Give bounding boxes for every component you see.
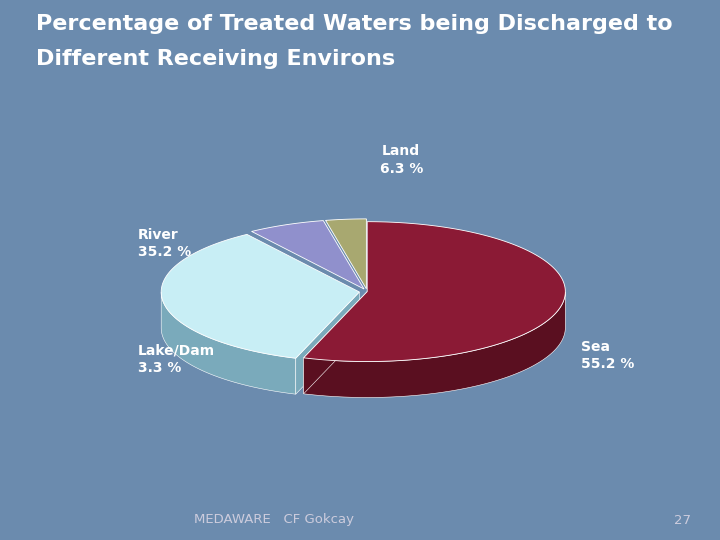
Polygon shape <box>304 292 565 397</box>
Text: 27: 27 <box>674 514 691 526</box>
Text: River
35.2 %: River 35.2 % <box>138 228 192 259</box>
Polygon shape <box>304 221 565 361</box>
Text: MEDAWARE   CF Gokcay: MEDAWARE CF Gokcay <box>194 514 354 526</box>
Text: Different Receiving Environs: Different Receiving Environs <box>36 49 395 69</box>
Polygon shape <box>161 234 359 358</box>
Text: Lake/Dam
3.3 %: Lake/Dam 3.3 % <box>138 344 215 375</box>
Text: Percentage of Treated Waters being Discharged to: Percentage of Treated Waters being Disch… <box>36 14 672 33</box>
Polygon shape <box>296 292 359 394</box>
Polygon shape <box>252 221 364 289</box>
Polygon shape <box>161 292 296 394</box>
Polygon shape <box>325 219 366 289</box>
Polygon shape <box>304 292 367 394</box>
Text: Sea
55.2 %: Sea 55.2 % <box>581 340 634 371</box>
Text: Land
6.3 %: Land 6.3 % <box>379 144 423 176</box>
